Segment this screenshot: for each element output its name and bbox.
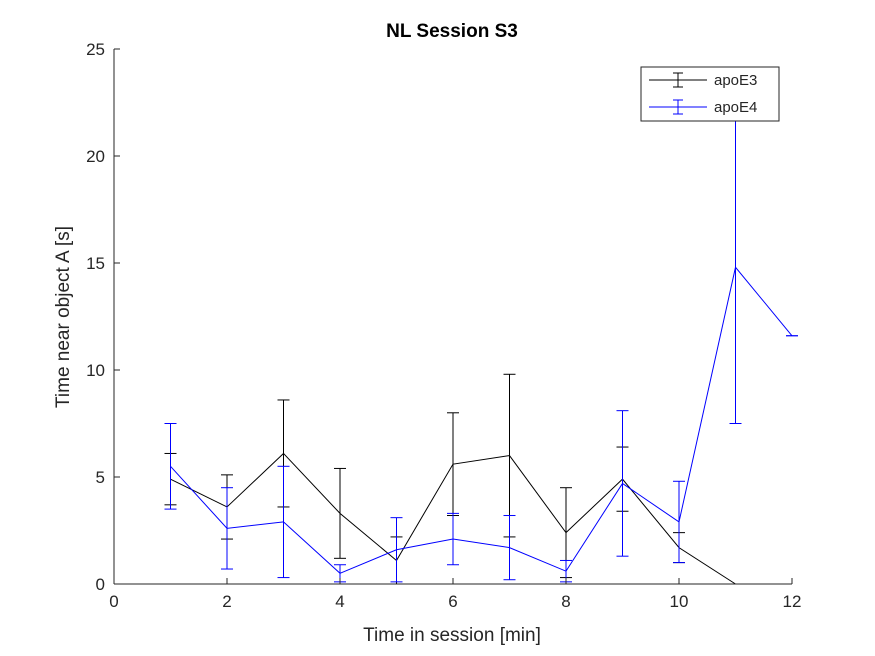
x-tick-label: 6 <box>448 592 457 611</box>
error-bar-apoE4 <box>447 512 459 566</box>
y-tick-label: 20 <box>86 147 105 166</box>
error-bar-apoE4 <box>277 465 290 579</box>
error-bar-apoE4 <box>503 515 516 581</box>
error-bar-apoE3 <box>334 467 346 559</box>
x-tick-label: 8 <box>561 592 570 611</box>
y-axis-title: Time near object A [s] <box>53 226 74 408</box>
series-layer <box>164 110 798 585</box>
x-axis-title: Time in session [min] <box>363 625 541 646</box>
x-tick-label: 10 <box>670 592 689 611</box>
legend-label: apoE3 <box>714 72 757 89</box>
chart-title: NL Session S3 <box>386 21 518 42</box>
legend-label: apoE4 <box>714 99 757 116</box>
series-line-apoE4 <box>170 266 793 574</box>
series-apoE4 <box>164 110 798 583</box>
legend-box <box>640 66 780 122</box>
error-bar-apoE4 <box>616 410 629 557</box>
error-bar-apoE4 <box>390 517 403 583</box>
y-tick-label: 0 <box>96 575 105 594</box>
axes-layer: 0 2 4 6 8 10 12 0 5 10 15 20 25 <box>86 40 801 611</box>
y-tick-label: 5 <box>96 468 105 487</box>
error-bar-apoE4 <box>221 487 233 570</box>
x-tick-label: 2 <box>222 592 231 611</box>
x-tick-label: 0 <box>109 592 118 611</box>
x-tick-label: 4 <box>335 592 344 611</box>
y-tick-label: 10 <box>86 361 105 380</box>
y-tick-label: 15 <box>86 254 105 273</box>
legend: apoE3 apoE4 <box>640 66 780 122</box>
error-bar-apoE4 <box>164 423 177 510</box>
x-tick-label: 12 <box>783 592 802 611</box>
legend-item-apoE3: apoE3 <box>649 72 757 89</box>
legend-item-apoE4: apoE4 <box>649 99 757 116</box>
y-tick-label: 25 <box>86 40 105 59</box>
error-bar-apoE4 <box>673 480 685 564</box>
